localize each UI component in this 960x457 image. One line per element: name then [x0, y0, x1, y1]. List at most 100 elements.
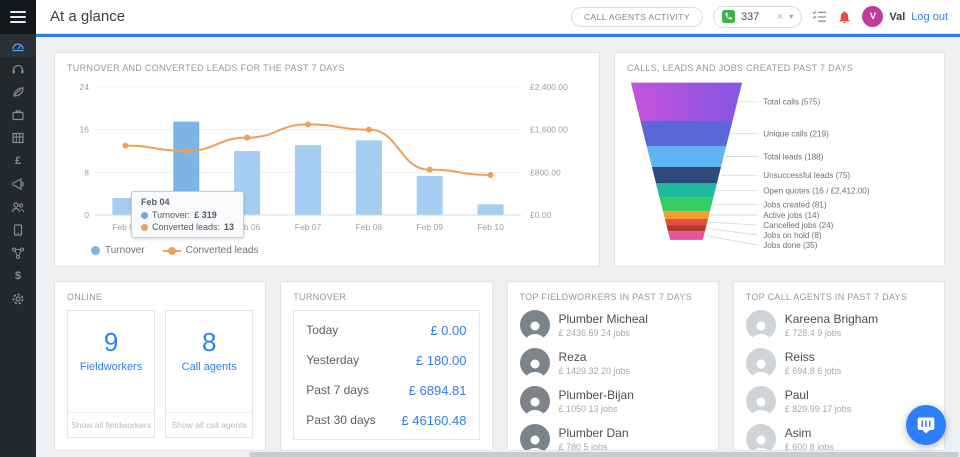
list-item[interactable]: Asim £ 600 8 jobs [745, 424, 932, 451]
logout-link[interactable]: Log out [911, 10, 948, 23]
turnover-title: TURNOVER [293, 292, 347, 302]
sidebar-item-settings[interactable] [0, 287, 36, 310]
sidebar: £ $ [0, 0, 36, 457]
online-title: ONLINE [67, 292, 103, 302]
person-info: Reiss £ 694.8 6 jobs [785, 350, 842, 376]
sidebar-item-mobile[interactable] [0, 218, 36, 241]
svg-text:£1,600.00: £1,600.00 [530, 125, 568, 135]
person-name: Paul [784, 388, 809, 402]
sidebar-item-call-center[interactable] [0, 57, 36, 80]
person-stats: £ 1050 13 jobs [558, 404, 618, 414]
person-name: Reiss [784, 350, 815, 364]
sidebar-item-diary[interactable] [0, 126, 36, 149]
person-avatar [519, 310, 550, 340]
calls-leads-jobs-funnel[interactable]: Total calls (575) Unique calls (219) Total… [627, 73, 932, 263]
scrollbar-thumb[interactable] [248, 452, 959, 457]
list-item[interactable]: Reiss £ 694.8 6 jobs [745, 348, 932, 378]
tooltip-turnover-value: £ 319 [194, 210, 217, 220]
svg-text:Cancelled jobs (24): Cancelled jobs (24) [763, 221, 833, 230]
online-call-agents-box: 8 Call agents Show all call agents [165, 310, 254, 438]
sidebar-item-leads[interactable] [0, 80, 36, 103]
person-name: Kareena Brigham [784, 312, 879, 326]
user-avatar[interactable]: V [862, 6, 884, 27]
users-icon [11, 201, 25, 212]
sidebar-item-customers[interactable] [0, 195, 36, 218]
person-icon [524, 321, 545, 340]
list-item[interactable]: Plumber Micheal £ 2436.69 24 jobs [519, 310, 706, 340]
funnel-panel-title: CALLS, LEADS AND JOBS CREATED PAST 7 DAY… [627, 63, 854, 73]
pound-icon: £ [14, 154, 22, 167]
list-item[interactable]: Plumber-Bijan £ 1050 13 jobs [519, 386, 706, 416]
call-agents-activity-button[interactable]: CALL AGENTS ACTIVITY [571, 6, 703, 27]
person-info: Reza £ 1429.32 20 jobs [559, 350, 631, 376]
chevron-down-icon: ▾ [789, 12, 794, 21]
list-item[interactable]: Reza £ 1429.32 20 jobs [519, 348, 706, 378]
dollar-icon: $ [14, 269, 22, 282]
chart-tooltip: Feb 04 Turnover: £ 319 Converted leads: … [131, 191, 245, 238]
person-info: Kareena Brigham £ 728.4 9 jobs [785, 312, 878, 338]
person-icon [524, 397, 545, 416]
dashboard-icon [12, 42, 24, 51]
clear-icon[interactable]: × [776, 10, 784, 23]
person-name: Asim [784, 426, 812, 440]
turnover-summary-panel: TURNOVER Today £ 0.00 Yesterday £ 180.00… [280, 281, 493, 451]
svg-text:Unique calls (219): Unique calls (219) [763, 129, 829, 138]
sidebar-item-integrations[interactable] [0, 241, 36, 264]
chat-launcher-button[interactable] [906, 405, 946, 445]
network-icon [11, 246, 25, 259]
fieldworkers-label[interactable]: Fieldworkers [79, 361, 143, 373]
turnover-leads-chart-panel: TURNOVER AND CONVERTED LEADS FOR THE PAS… [54, 52, 600, 267]
call-agents-count: 8 [201, 327, 217, 357]
top-fieldworkers-panel: TOP FIELDWORKERS IN PAST 7 DAYS Plumber … [506, 281, 719, 451]
turnover-row-value: £ 0.00 [430, 322, 467, 338]
tooltip-turnover-label: Turnover: [152, 210, 191, 220]
turnover-row-label: Yesterday [306, 353, 360, 367]
svg-text:16: 16 [80, 125, 90, 135]
tooltip-date: Feb 04 [141, 197, 170, 207]
svg-text:Total leads (188): Total leads (188) [763, 152, 823, 161]
sidebar-item-dashboard[interactable] [0, 34, 36, 57]
svg-text:Active jobs (14): Active jobs (14) [763, 211, 819, 220]
sidebar-item-invoices[interactable]: £ [0, 149, 36, 172]
fieldworkers-count: 9 [103, 327, 119, 357]
list-item[interactable]: Kareena Brigham £ 728.4 9 jobs [745, 310, 932, 340]
call-agents-label[interactable]: Call agents [181, 361, 237, 373]
headset-icon [12, 64, 24, 73]
show-all-fieldworkers-link[interactable]: Show all fieldworkers [68, 412, 155, 437]
person-name: Plumber Dan [558, 426, 629, 440]
person-stats: £ 1429.32 20 jobs [558, 366, 631, 376]
person-stats: £ 694.8 6 jobs [784, 366, 842, 376]
person-stats: £ 600 8 jobs [784, 442, 834, 451]
list-item[interactable]: Paul £ 829.99 17 jobs [745, 386, 932, 416]
turnover-row-label: Past 7 days [306, 383, 369, 397]
legend-turnover[interactable]: Turnover [91, 245, 145, 256]
horizontal-scrollbar[interactable] [36, 452, 960, 457]
legend-converted-leads[interactable]: Converted leads [162, 245, 259, 256]
chart-panel-title: TURNOVER AND CONVERTED LEADS FOR THE PAS… [67, 63, 345, 73]
sidebar-item-marketing[interactable] [0, 172, 36, 195]
notifications-button[interactable] [837, 9, 852, 25]
person-name: Reza [558, 350, 587, 364]
phone-number-select[interactable]: 337 × ▾ [712, 5, 803, 28]
user-area: V Val Log out [862, 6, 948, 27]
svg-text:Unsuccessful leads (75): Unsuccessful leads (75) [763, 171, 850, 180]
phone-number-value: 337 [740, 10, 760, 23]
person-avatar [519, 348, 550, 378]
show-all-call-agents-link[interactable]: Show all call agents [166, 412, 253, 437]
turnover-leads-chart[interactable]: 0 £0.00 8 £800.00 16 £1,600.00 24 £2,400.00 Feb … [67, 79, 587, 237]
menu-button[interactable] [0, 0, 36, 34]
sidebar-item-jobs[interactable] [0, 103, 36, 126]
sidebar-item-accounting[interactable]: $ [0, 264, 36, 287]
svg-text:Total calls (575): Total calls (575) [763, 98, 820, 107]
user-name: Val [889, 10, 906, 23]
person-icon [527, 435, 542, 450]
svg-text:Jobs created (81): Jobs created (81) [763, 200, 827, 209]
tooltip-leads-label: Converted leads: [152, 222, 221, 232]
legend-leads-label: Converted leads [185, 245, 259, 256]
person-info: Paul £ 829.99 17 jobs [785, 388, 852, 414]
converted-leads-legend-icon [162, 246, 181, 255]
turnover-dot-icon [141, 211, 148, 219]
list-item[interactable]: Plumber Dan £ 780 5 jobs [519, 424, 706, 450]
top-call-agents-panel: TOP CALL AGENTS IN PAST 7 DAYS Kareena B… [732, 281, 945, 451]
tasks-list-button[interactable] [812, 10, 827, 23]
